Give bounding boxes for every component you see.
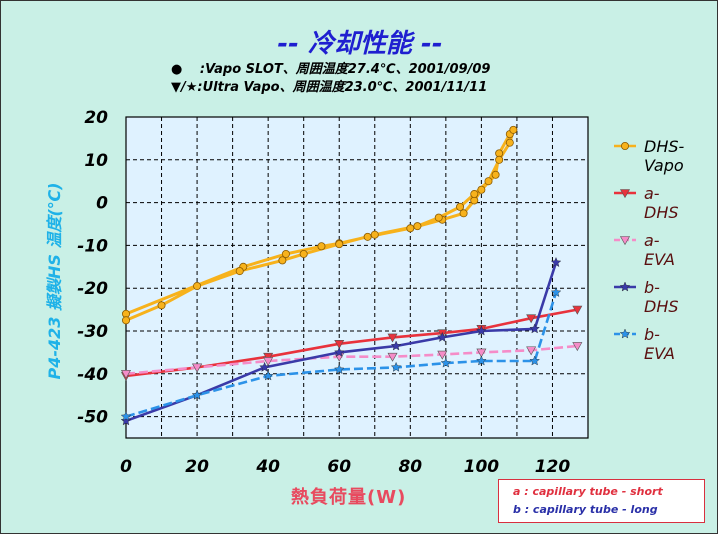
series-point-a-eva-8: [572, 342, 583, 352]
series-point-dhs-vapo-2: [281, 249, 290, 258]
series-point-dhs-vapo-14: [509, 125, 518, 134]
series-point-a-eva-2: [263, 357, 274, 367]
series-point-dhs-vapo-27: [193, 282, 202, 291]
series-point-dhs-vapo-11: [491, 170, 500, 179]
x-tick-label-0: 0: [120, 457, 132, 477]
subtitle-vapo-slot: ● :Vapo SLOT、周囲温度27.4℃、2001/09/09: [171, 62, 491, 77]
y-tick-label-7: -50: [77, 408, 108, 428]
series-point-b-eva-3: [334, 363, 345, 375]
series-point-dhs-vapo-26: [235, 267, 244, 276]
series-point-a-dhs-3: [334, 340, 345, 349]
series-point-b-eva-5: [440, 357, 452, 368]
series-point-dhs-vapo-18: [470, 190, 479, 199]
series-point-dhs-vapo-15: [505, 138, 514, 147]
series-point-dhs-vapo-8: [459, 209, 468, 218]
legend-marker-b-dhs: [619, 281, 631, 292]
series-point-b-eva-4: [390, 361, 402, 372]
plot-area: [125, 116, 589, 439]
series-point-dhs-vapo-17: [484, 177, 493, 186]
series-point-b-eva-0: [120, 411, 132, 422]
series-point-a-dhs-4: [387, 333, 398, 343]
x-tick-label-4: 80: [398, 457, 422, 477]
series-point-b-eva-1: [191, 389, 203, 400]
series-point-b-dhs-6: [476, 325, 487, 336]
series-point-a-eva-1: [192, 363, 203, 373]
series-point-b-eva-7: [529, 355, 540, 366]
x-tick-label-2: 40: [255, 457, 280, 477]
y-tick-label-6: -40: [77, 365, 108, 385]
legend-marker-dhs-vapo: [621, 141, 630, 150]
capillary-note-box: a : capillary tube - short b : capillary…: [498, 479, 705, 523]
series-point-b-dhs-7: [529, 323, 540, 334]
legend-label-b-eva: b-EVA: [644, 325, 675, 363]
series-point-dhs-vapo-24: [299, 249, 308, 258]
series-point-b-dhs-5: [436, 331, 448, 342]
series-point-dhs-vapo-21: [413, 222, 422, 231]
y-tick-label-1: 10: [84, 151, 108, 171]
plot-border: [125, 116, 589, 439]
y-tick-label-0: 20: [84, 108, 108, 128]
series-point-a-eva-6: [476, 348, 487, 358]
series-point-dhs-vapo-28: [157, 301, 166, 310]
x-axis-label: 熱負荷量(W): [291, 487, 407, 508]
series-point-dhs-vapo-16: [495, 155, 504, 164]
series-point-b-dhs-2: [259, 361, 270, 372]
y-tick-label-3: -10: [77, 236, 108, 256]
series-point-dhs-vapo-19: [456, 202, 465, 211]
series-point-dhs-vapo-5: [363, 232, 372, 241]
legend-label-a-eva: a-EVA: [644, 231, 675, 269]
y-tick-label-5: -30: [77, 322, 108, 342]
y-tick-label-4: -20: [77, 279, 108, 299]
note-capillary-short: a : capillary tube - short: [513, 485, 663, 498]
x-tick-label-6: 120: [535, 457, 571, 477]
legend-label-a-dhs: a-DHS: [644, 184, 679, 222]
series-point-a-eva-7: [526, 346, 537, 356]
series-point-a-dhs-8: [572, 305, 583, 315]
legend-marker-a-dhs: [619, 189, 631, 199]
series-point-dhs-vapo-23: [335, 240, 344, 249]
legend-label-dhs-vapo: DHS-Vapo: [644, 137, 685, 175]
series-point-a-eva-5: [437, 350, 448, 360]
subtitle-ultra-vapo: ▼/★:Ultra Vapo、周囲温度23.0℃、2001/11/11: [171, 80, 488, 95]
series-point-dhs-vapo-6: [406, 224, 415, 233]
legend-marker-a-eva: [619, 236, 631, 246]
series-point-b-dhs-3: [334, 346, 345, 357]
series-point-b-dhs-8: [550, 256, 562, 268]
series-point-dhs-vapo-3: [317, 242, 326, 251]
series-point-a-eva-0: [120, 369, 132, 379]
x-tick-label-3: 60: [327, 457, 351, 477]
series-point-b-eva-6: [476, 355, 487, 366]
series-point-a-eva-4: [387, 352, 398, 362]
y-tick-label-2: 0: [96, 194, 108, 214]
series-point-dhs-vapo-25: [278, 256, 287, 265]
legend-marker-b-eva: [619, 328, 631, 339]
series-point-dhs-vapo-22: [370, 230, 379, 239]
chart-title: -- 冷却性能 --: [277, 29, 443, 59]
series-point-dhs-vapo-10: [477, 185, 486, 194]
series-point-dhs-vapo-29: [122, 316, 131, 325]
legend-label-b-dhs: b-DHS: [644, 278, 679, 316]
series-point-b-dhs-4: [390, 340, 402, 351]
series-point-b-dhs-0: [120, 415, 132, 426]
series-point-b-eva-8: [550, 286, 562, 297]
note-capillary-long: b : capillary tube - long: [513, 503, 658, 516]
series-point-b-eva-2: [262, 370, 274, 381]
series-point-a-dhs-7: [526, 314, 537, 324]
x-tick-label-1: 20: [185, 457, 209, 477]
x-tick-label-5: 100: [464, 457, 500, 477]
series-point-dhs-vapo-20: [434, 213, 443, 222]
